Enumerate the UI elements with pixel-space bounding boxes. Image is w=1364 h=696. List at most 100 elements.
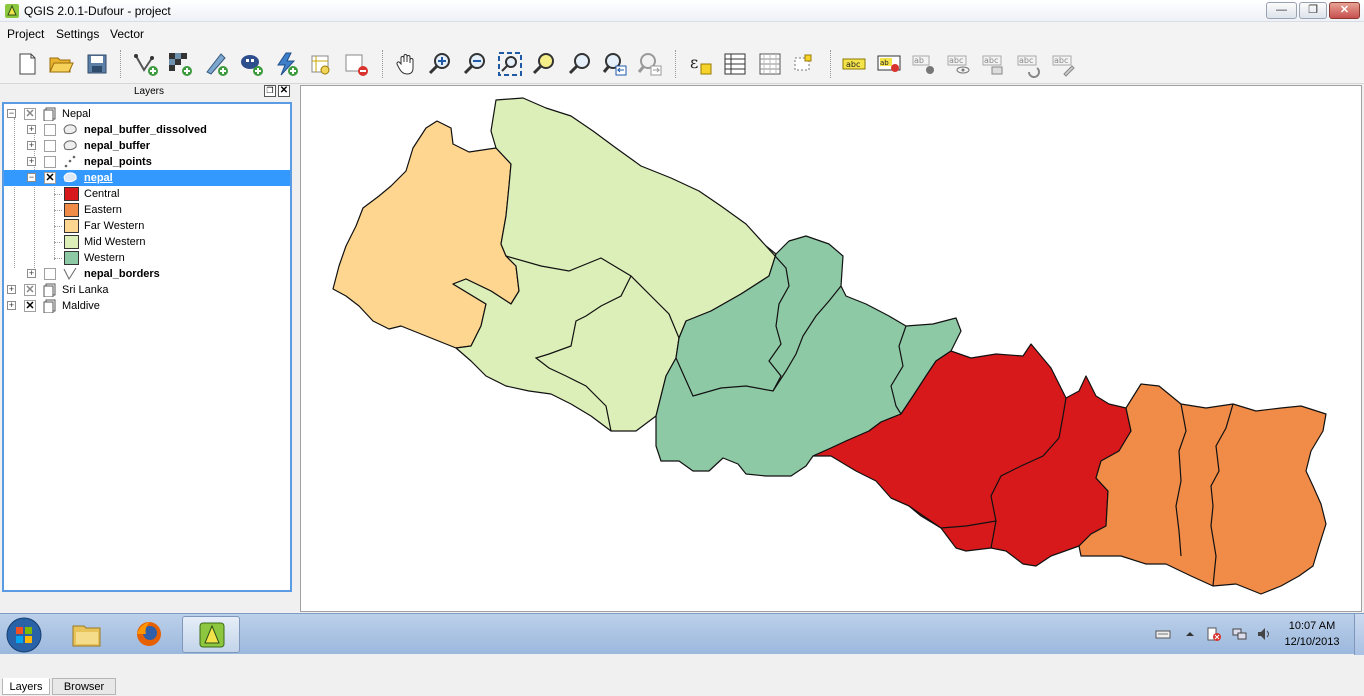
tree-layer-row-selected[interactable]: − ✕ nepal — [4, 170, 290, 186]
menu-vector[interactable]: Vector — [110, 27, 145, 41]
add-wms-layer-icon[interactable] — [272, 50, 300, 78]
add-layer-icon[interactable] — [307, 50, 335, 78]
expand-toggle[interactable]: + — [27, 140, 36, 150]
tab-browser[interactable]: Browser — [52, 678, 116, 695]
group-layer-icon — [43, 299, 56, 313]
legend-label: Central — [84, 188, 120, 200]
layer-tree[interactable]: − ✕ Nepal + nepal_buffer_dissolved + nep… — [2, 102, 292, 592]
expand-toggle[interactable]: + — [27, 124, 36, 134]
menu-settings[interactable]: Settings — [56, 27, 100, 41]
show-desktop-button[interactable] — [1354, 614, 1364, 655]
legend-item: Western — [4, 250, 290, 266]
float-panel-button[interactable]: ❐ — [264, 85, 276, 97]
change-label-icon[interactable]: abc — [1050, 50, 1078, 78]
tree-layer-row[interactable]: + nepal_buffer — [4, 138, 290, 154]
region-eastern[interactable] — [1078, 383, 1327, 595]
svg-text:abc: abc — [1019, 56, 1033, 65]
add-raster-layer-icon[interactable] — [166, 50, 194, 78]
network-icon[interactable] — [1232, 626, 1248, 642]
legend-item: Central — [4, 186, 290, 202]
remove-layer-icon[interactable] — [342, 50, 370, 78]
district-boundary — [1175, 403, 1187, 557]
collapse-toggle[interactable]: − — [27, 172, 36, 182]
windows-explorer-icon[interactable] — [58, 616, 116, 653]
legend-swatch — [64, 203, 79, 217]
annotation-icon[interactable] — [790, 50, 818, 78]
rotate-label-icon[interactable]: abc — [1015, 50, 1043, 78]
label-icon[interactable]: abc — [840, 50, 868, 78]
clock-time[interactable]: 10:07 AM — [1288, 620, 1336, 632]
zoom-full-icon[interactable] — [496, 50, 524, 78]
tab-layers[interactable]: Layers — [2, 678, 50, 695]
nepal-map[interactable] — [301, 86, 1363, 613]
group-visibility-checkbox[interactable]: ✕ — [24, 108, 36, 120]
map-canvas[interactable] — [300, 85, 1362, 612]
layer-visibility-checkbox[interactable] — [44, 124, 56, 136]
show-hidden-icons-icon[interactable] — [1182, 626, 1198, 642]
action-center-icon[interactable] — [1206, 626, 1222, 642]
district-boundary — [675, 245, 790, 397]
panel-tabs: Layers Browser — [0, 678, 298, 696]
add-spatialite-layer-icon[interactable] — [237, 50, 265, 78]
district-boundary — [534, 275, 632, 432]
show-hide-labels-icon[interactable]: abc — [945, 50, 973, 78]
tree-group-sri-lanka[interactable]: + ✕ Sri Lanka — [4, 282, 290, 298]
expand-toggle[interactable]: + — [7, 284, 16, 294]
group-visibility-checkbox[interactable]: ✕ — [24, 284, 36, 296]
add-postgis-layer-icon[interactable] — [202, 50, 230, 78]
zoom-to-selection-icon[interactable] — [530, 50, 558, 78]
zoom-out-icon[interactable] — [461, 50, 489, 78]
new-project-icon[interactable] — [13, 50, 41, 78]
clock-date[interactable]: 12/10/2013 — [1284, 636, 1340, 648]
tree-layer-row[interactable]: + nepal_borders — [4, 266, 290, 282]
tree-group-maldive[interactable]: + ✕ Maldive — [4, 298, 290, 314]
legend-swatch — [64, 219, 79, 233]
firefox-icon[interactable] — [120, 616, 178, 653]
group-visibility-checkbox[interactable]: ✕ — [24, 300, 36, 312]
new-vector-layer-icon[interactable] — [132, 50, 160, 78]
layer-labeling-icon[interactable]: ab — [875, 50, 903, 78]
start-icon[interactable] — [4, 616, 44, 654]
expand-toggle[interactable]: + — [27, 268, 36, 278]
zoom-next-icon[interactable] — [636, 50, 664, 78]
statistics-icon[interactable] — [756, 50, 784, 78]
maximize-button[interactable]: ❐ — [1299, 2, 1327, 19]
tree-layer-row[interactable]: + nepal_buffer_dissolved — [4, 122, 290, 138]
tree-group-nepal[interactable]: − ✕ Nepal — [4, 106, 290, 122]
field-calculator-icon[interactable]: ε — [687, 50, 715, 78]
expand-toggle[interactable]: + — [27, 156, 36, 166]
group-label: Sri Lanka — [62, 284, 109, 296]
open-project-icon[interactable] — [47, 50, 75, 78]
menu-project[interactable]: Project — [7, 27, 45, 41]
close-panel-button[interactable]: ✕ — [278, 85, 290, 97]
group-label: Nepal — [62, 108, 91, 120]
save-project-icon[interactable] — [83, 50, 111, 78]
expand-toggle[interactable]: + — [7, 300, 16, 310]
volume-icon[interactable] — [1256, 626, 1272, 642]
layer-visibility-checkbox[interactable]: ✕ — [44, 172, 56, 184]
zoom-to-layer-icon[interactable] — [566, 50, 594, 78]
tree-guide-line — [54, 242, 62, 243]
pin-labels-icon[interactable]: ab — [910, 50, 938, 78]
move-label-icon[interactable]: abc — [980, 50, 1008, 78]
minimize-button[interactable]: — — [1266, 2, 1297, 19]
collapse-toggle[interactable]: − — [7, 108, 16, 118]
qgis-icon[interactable] — [182, 616, 240, 653]
layer-visibility-checkbox[interactable] — [44, 156, 56, 168]
tree-layer-row[interactable]: + nepal_points — [4, 154, 290, 170]
layer-visibility-checkbox[interactable] — [44, 140, 56, 152]
legend-label: Far Western — [84, 220, 145, 232]
legend-swatch — [64, 187, 79, 201]
close-button[interactable]: ✕ — [1329, 2, 1360, 19]
legend-item: Mid Western — [4, 234, 290, 250]
zoom-last-icon[interactable] — [601, 50, 629, 78]
zoom-in-icon[interactable] — [426, 50, 454, 78]
attribute-table-icon[interactable] — [721, 50, 749, 78]
pan-icon[interactable] — [393, 50, 421, 78]
layer-visibility-checkbox[interactable] — [44, 268, 56, 280]
region-central[interactable] — [812, 343, 1132, 567]
region-mid-western[interactable] — [452, 97, 777, 432]
legend-swatch — [64, 235, 79, 249]
group-label: Maldive — [62, 300, 100, 312]
keyboard-icon[interactable] — [1155, 626, 1171, 642]
